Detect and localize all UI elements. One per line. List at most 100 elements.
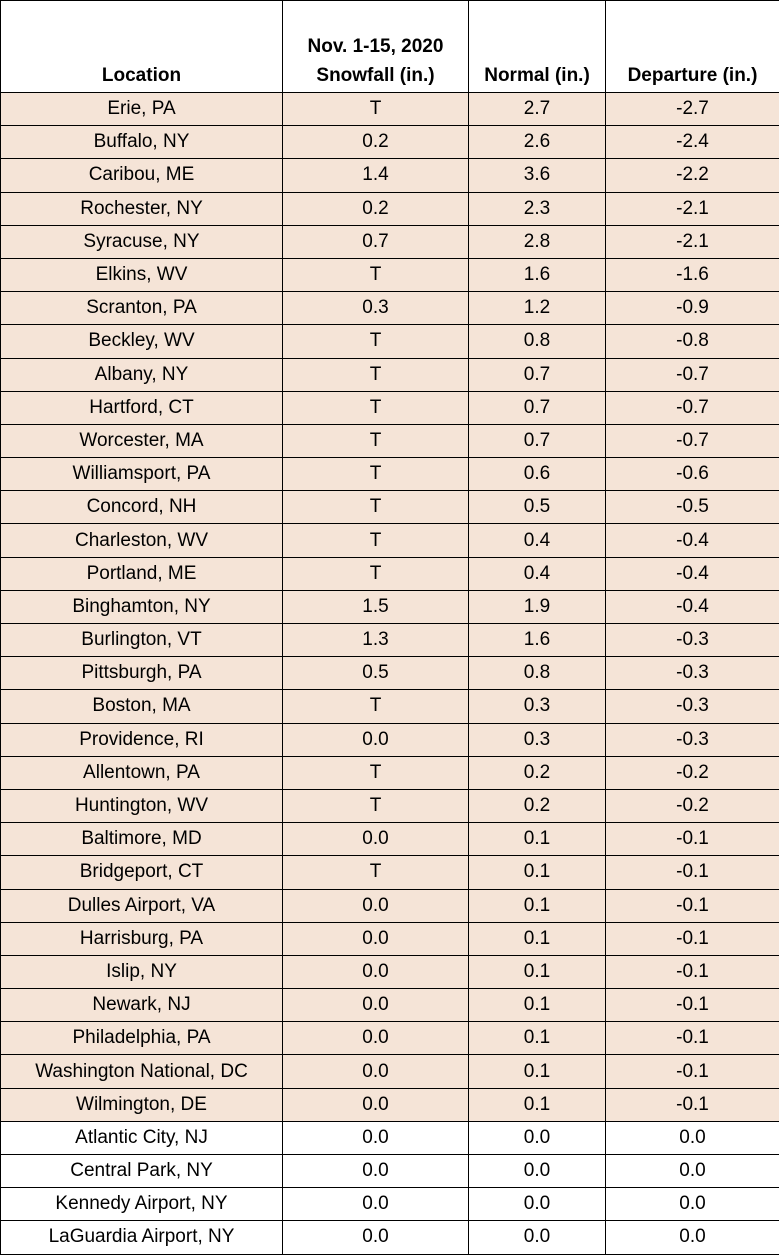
table-row: Scranton, PA 0.3 1.2 -0.9 — [0, 291, 779, 326]
departure-cell: -0.4 — [605, 556, 779, 591]
snowfall-cell: 0.2 — [282, 125, 469, 160]
normal-cell: 2.6 — [468, 125, 606, 160]
departure-cell: -0.1 — [605, 888, 779, 923]
table-row: Central Park, NY 0.0 0.0 0.0 — [0, 1153, 779, 1189]
snowfall-cell: 1.5 — [282, 589, 469, 625]
location-cell: Albany, NY — [0, 357, 283, 392]
location-cell: Williamsport, PA — [0, 457, 283, 492]
normal-cell: 0.0 — [468, 1187, 606, 1222]
location-cell: Worcester, MA — [0, 423, 283, 459]
header-location-label: Location — [101, 65, 182, 86]
snowfall-cell: 0.0 — [282, 1054, 469, 1089]
departure-cell: -0.4 — [605, 589, 779, 625]
location-cell: Baltimore, MD — [0, 822, 283, 857]
table-row: Erie, PA T 2.7 -2.7 — [0, 91, 779, 127]
normal-cell: 0.1 — [468, 921, 606, 956]
table-row: Worcester, MA T 0.7 -0.7 — [0, 423, 779, 459]
normal-cell: 0.0 — [468, 1153, 606, 1189]
departure-cell: -0.1 — [605, 921, 779, 956]
normal-cell: 1.2 — [468, 291, 606, 326]
snowfall-cell: 0.0 — [282, 1153, 469, 1189]
location-cell: Burlington, VT — [0, 622, 283, 658]
location-cell: Caribou, ME — [0, 158, 283, 193]
table-row: Beckley, WV T 0.8 -0.8 — [0, 324, 779, 359]
departure-cell: -0.2 — [605, 788, 779, 824]
normal-cell: 0.0 — [468, 1220, 606, 1255]
snowfall-cell: 0.0 — [282, 888, 469, 923]
departure-cell: -0.1 — [605, 1087, 779, 1122]
departure-cell: -0.3 — [605, 656, 779, 691]
snowfall-cell: T — [282, 788, 469, 824]
departure-cell: -2.4 — [605, 125, 779, 160]
snowfall-cell: 1.4 — [282, 158, 469, 193]
header-row: Location Nov. 1-15, 2020 Snowfall (in.) N… — [0, 0, 779, 93]
departure-cell: -1.6 — [605, 257, 779, 293]
table-row: Concord, NH T 0.5 -0.5 — [0, 490, 779, 525]
location-cell: Erie, PA — [0, 91, 283, 127]
location-cell: Portland, ME — [0, 556, 283, 591]
location-cell: Boston, MA — [0, 689, 283, 724]
location-cell: Washington National, DC — [0, 1054, 283, 1089]
header-location: Location — [0, 0, 283, 93]
normal-cell: 0.5 — [468, 490, 606, 525]
normal-cell: 1.9 — [468, 589, 606, 625]
table-row: Providence, RI 0.0 0.3 -0.3 — [0, 722, 779, 757]
departure-cell: -2.2 — [605, 158, 779, 193]
location-cell: Bridgeport, CT — [0, 855, 283, 890]
normal-cell: 0.2 — [468, 755, 606, 790]
location-cell: Harrisburg, PA — [0, 921, 283, 956]
normal-cell: 1.6 — [468, 257, 606, 293]
snowfall-cell: 0.0 — [282, 1120, 469, 1156]
table-row: Portland, ME T 0.4 -0.4 — [0, 556, 779, 591]
location-cell: Newark, NJ — [0, 988, 283, 1023]
normal-cell: 0.1 — [468, 1087, 606, 1122]
table-row: Dulles Airport, VA 0.0 0.1 -0.1 — [0, 888, 779, 923]
departure-cell: -0.7 — [605, 423, 779, 459]
table-header: Location Nov. 1-15, 2020 Snowfall (in.) N… — [0, 0, 779, 93]
normal-cell: 0.7 — [468, 423, 606, 459]
location-cell: Central Park, NY — [0, 1153, 283, 1189]
normal-cell: 0.1 — [468, 1021, 606, 1056]
table-row: Albany, NY T 0.7 -0.7 — [0, 357, 779, 392]
location-cell: Syracuse, NY — [0, 224, 283, 259]
snowfall-cell: T — [282, 855, 469, 890]
snowfall-cell: T — [282, 457, 469, 492]
table-row: Wilmington, DE 0.0 0.1 -0.1 — [0, 1087, 779, 1122]
normal-cell: 0.7 — [468, 390, 606, 425]
departure-cell: -0.3 — [605, 622, 779, 658]
snowfall-cell: 0.0 — [282, 1187, 469, 1222]
location-cell: Philadelphia, PA — [0, 1021, 283, 1056]
location-cell: Concord, NH — [0, 490, 283, 525]
departure-cell: -2.1 — [605, 191, 779, 226]
snowfall-cell: T — [282, 257, 469, 293]
normal-cell: 0.1 — [468, 1054, 606, 1089]
snowfall-cell: T — [282, 357, 469, 392]
header-departure: Departure (in.) — [605, 0, 779, 93]
location-cell: Scranton, PA — [0, 291, 283, 326]
normal-cell: 0.3 — [468, 689, 606, 724]
snowfall-cell: T — [282, 390, 469, 425]
table-row: Pittsburgh, PA 0.5 0.8 -0.3 — [0, 656, 779, 691]
snowfall-cell: T — [282, 423, 469, 459]
departure-cell: -0.1 — [605, 988, 779, 1023]
snowfall-cell: 0.0 — [282, 1087, 469, 1122]
departure-cell: -0.1 — [605, 954, 779, 990]
table-row: Harrisburg, PA 0.0 0.1 -0.1 — [0, 921, 779, 956]
header-snowfall-line1: Nov. 1-15, 2020 — [307, 36, 444, 57]
departure-cell: -0.2 — [605, 755, 779, 790]
normal-cell: 0.8 — [468, 656, 606, 691]
normal-cell: 0.6 — [468, 457, 606, 492]
departure-cell: -0.9 — [605, 291, 779, 326]
normal-cell: 0.7 — [468, 357, 606, 392]
snowfall-cell: T — [282, 490, 469, 525]
snowfall-cell: 0.0 — [282, 1021, 469, 1056]
departure-cell: 0.0 — [605, 1220, 779, 1255]
location-cell: Kennedy Airport, NY — [0, 1187, 283, 1222]
normal-cell: 1.6 — [468, 622, 606, 658]
table-row: Kennedy Airport, NY 0.0 0.0 0.0 — [0, 1187, 779, 1222]
snowfall-cell: 0.0 — [282, 954, 469, 990]
normal-cell: 0.1 — [468, 822, 606, 857]
departure-cell: -0.1 — [605, 1054, 779, 1089]
departure-cell: -0.1 — [605, 855, 779, 890]
normal-cell: 2.7 — [468, 91, 606, 127]
